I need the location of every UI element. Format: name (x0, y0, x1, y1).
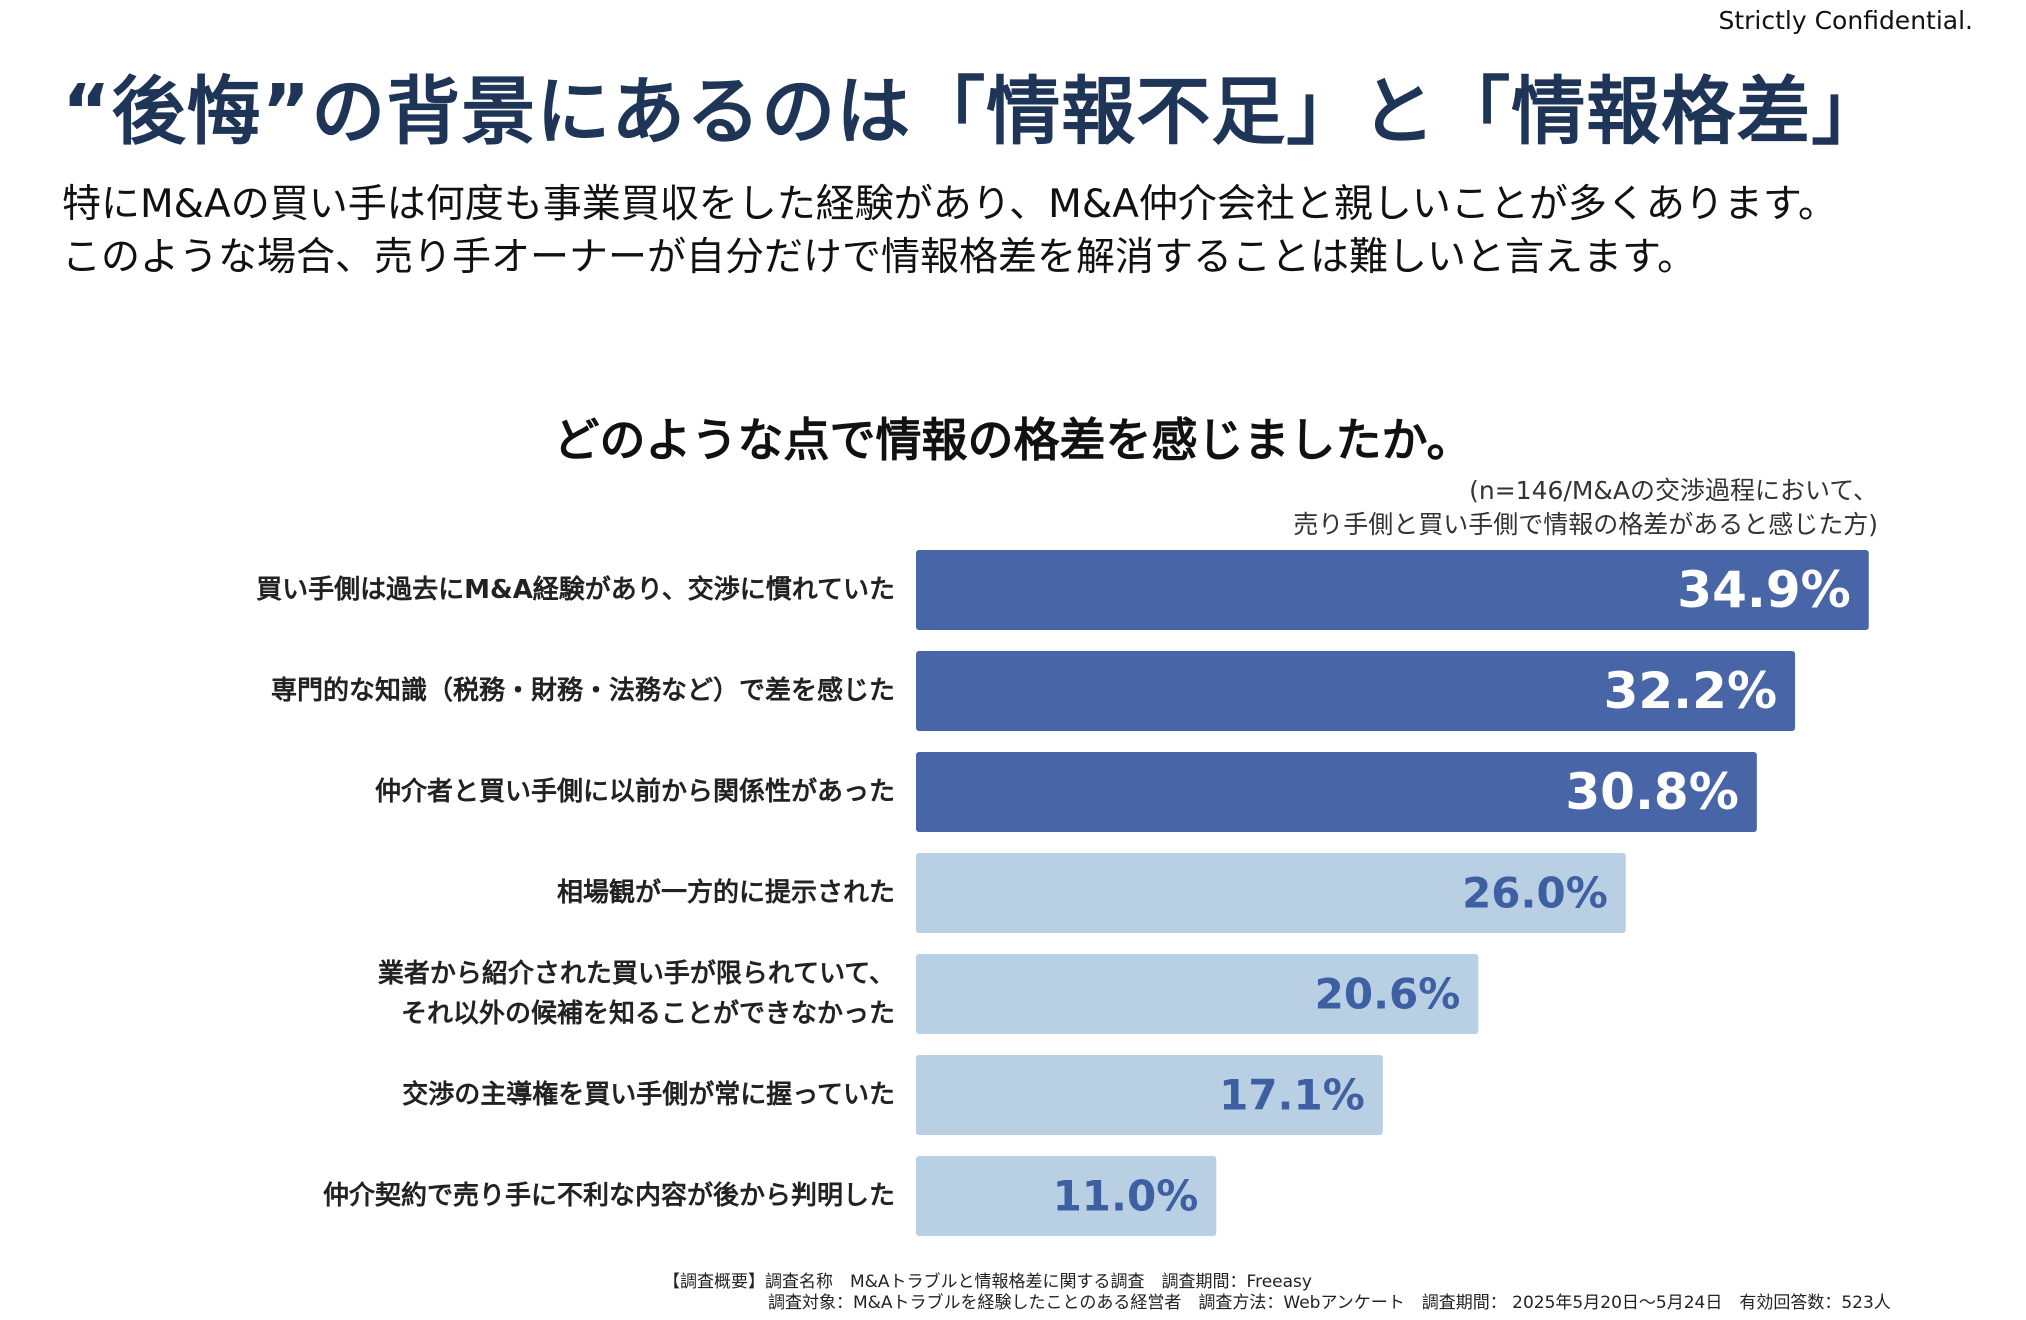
chart-note-line-2: 売り手側と買い手側で情報の格差があると感じた方) (1293, 510, 1878, 539)
chart-title: どのような点で情報の格差を感じましたか。 (553, 413, 1473, 467)
bar-value-label-4: 26.0% (1462, 869, 1608, 918)
chart-note: (n=146/M&Aの交渉過程において、 売り手側と買い手側で情報の格差があると… (1293, 474, 1878, 542)
footer-line-2: 調査対象：M&Aトラブルを経験したことのある経営者 調査方法：Webアンケート … (768, 1293, 1891, 1313)
category-label-2: 専門的な知識（税務・財務・法務など）で差を感じた (271, 675, 895, 706)
footer-line-1: 【調査概要】調査名称 M&Aトラブルと情報格差に関する調査 調査期間：Freea… (663, 1272, 1312, 1292)
category-label-4: 相場観が一方的に提示された (557, 877, 895, 908)
category-label-3: 仲介者と買い手側に以前から関係性があった (375, 776, 895, 807)
body-line-1: 特にM&Aの買い手は何度も事業買収をした経験があり、M&A仲介会社と親しいことが… (62, 182, 1838, 227)
bar-3 (916, 752, 1757, 832)
bar-chart: 34.9% 買い手側は過去にM&A経験があり、交渉に慣れていた 32.2% 専門的な知… (256, 550, 1869, 1236)
bar-value-label-5: 20.6% (1315, 970, 1461, 1019)
survey-footer: 【調査概要】調査名称 M&Aトラブルと情報格差に関する調査 調査期間：Freea… (663, 1272, 1891, 1314)
page-title: “後悔”の背景にあるのは「情報不足」と「情報格差」 (62, 69, 1887, 155)
category-label-5-line-1: 業者から紹介された買い手が限られていて、 (378, 958, 895, 989)
category-label-5-line-2: それ以外の候補を知ることができなかった (401, 998, 895, 1029)
bar-6 (916, 1055, 1383, 1135)
bar-value-label-3: 30.8% (1565, 763, 1738, 821)
bar-5 (916, 954, 1479, 1034)
confidential-label: Strictly Confidential. (1718, 6, 1973, 35)
body-text: 特にM&Aの買い手は何度も事業買収をした経験があり、M&A仲介会社と親しいことが… (62, 178, 2012, 284)
category-label-1: 買い手側は過去にM&A経験があり、交渉に慣れていた (256, 574, 895, 605)
bar-value-label-1: 34.9% (1677, 561, 1850, 619)
category-label-6: 交渉の主導権を買い手側が常に握っていた (402, 1079, 895, 1110)
category-label-7: 仲介契約で売り手に不利な内容が後から判明した (323, 1180, 895, 1211)
bar-value-label-7: 11.0% (1053, 1172, 1199, 1221)
chart-note-line-1: (n=146/M&Aの交渉過程において、 (1469, 476, 1878, 505)
bar-1 (916, 550, 1869, 630)
bar-2 (916, 651, 1796, 731)
body-line-2: このような場合、売り手オーナーが自分だけで情報格差を解消することは難しいと言えま… (62, 235, 1697, 280)
bar-value-label-6: 17.1% (1219, 1071, 1365, 1120)
bar-7 (916, 1156, 1217, 1236)
bar-4 (916, 853, 1626, 933)
bar-value-label-2: 32.2% (1604, 662, 1777, 720)
